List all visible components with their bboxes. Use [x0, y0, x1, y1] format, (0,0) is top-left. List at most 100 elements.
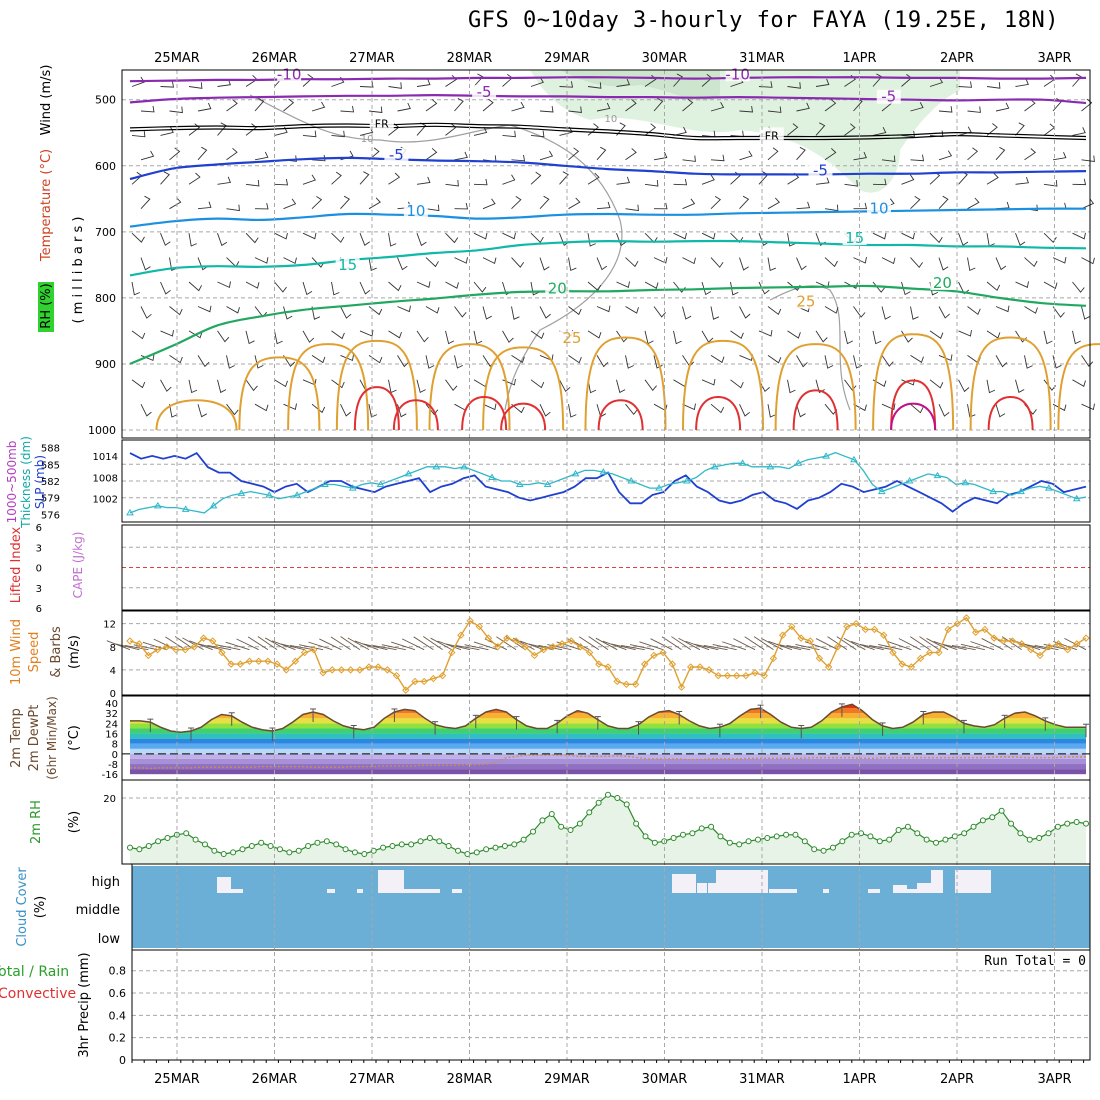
wind-barb [682, 403, 696, 411]
wind-barb [701, 330, 714, 343]
wind-speed-marker [696, 663, 704, 671]
surface-wind-barb [189, 640, 213, 651]
wind-speed-marker [1063, 645, 1072, 654]
wind-speed-marker [392, 671, 401, 680]
surface-wind-barb [1025, 643, 1050, 651]
temp-band [130, 753, 1086, 759]
rh-marker [876, 838, 883, 845]
wind-barb [1015, 233, 1026, 246]
wind-barb [730, 281, 739, 296]
contour-label-bg [369, 115, 394, 130]
rh-marker [895, 827, 902, 833]
wind-barb [787, 330, 801, 339]
isotherm-line [129, 125, 1087, 141]
thickness-line [129, 451, 1087, 513]
wind-barb [482, 98, 494, 112]
wind-speed-marker [907, 663, 916, 671]
wind-speed-marker [585, 648, 594, 657]
surface-wind-barb [1064, 637, 1087, 651]
wind-barb [274, 330, 283, 345]
wind-barb [1043, 379, 1057, 391]
rh-marker [248, 843, 255, 849]
wind-barb [340, 404, 352, 417]
wind-barb [397, 257, 408, 271]
li-tick-label: 3 [36, 543, 42, 554]
wind-speed-marker [236, 660, 245, 668]
wind-barb [568, 404, 577, 418]
wind-barb [340, 195, 351, 210]
axis-label-rh: RH (%) [39, 283, 54, 328]
wind-barb [701, 232, 716, 240]
rh-area [130, 794, 1086, 864]
rh-marker [708, 823, 715, 830]
wind-barb [958, 171, 968, 185]
wind-barb [568, 257, 577, 272]
contour-label-bg [559, 330, 584, 345]
surface-wind-barb [264, 637, 287, 651]
surface-wind-barb [933, 641, 958, 651]
panel-frame [131, 949, 1091, 1061]
wind-barb [473, 178, 488, 186]
wind-speed-marker [751, 669, 759, 677]
wind-barb [188, 379, 198, 394]
wind-barb [901, 281, 911, 296]
surface-wind-barb [496, 636, 517, 651]
wind-tick-label: 12 [103, 620, 116, 631]
surface-wind-barb [401, 638, 425, 651]
wind-barb [739, 354, 753, 362]
date-label-top: 31MAR [739, 51, 785, 66]
wind-barb [958, 233, 969, 246]
run-total-label: Run Total = 0 [984, 954, 1086, 969]
slp-line [129, 451, 1087, 514]
wind-barb [340, 354, 354, 362]
wind-barb [283, 257, 297, 265]
wind-barb [473, 126, 488, 136]
wind-barb [445, 330, 455, 345]
slp-marker [877, 487, 886, 495]
rh-marker [436, 838, 443, 845]
rh-marker [576, 820, 583, 827]
wind-barb [1015, 281, 1029, 288]
wind-speed-marker [843, 622, 851, 631]
temp-band [130, 748, 1086, 754]
wind-speed-marker [300, 648, 309, 657]
wind-speed-marker [365, 663, 373, 671]
temp-line [130, 703, 1086, 734]
precip-tick-label: 0.8 [109, 965, 127, 978]
wind-barb [530, 379, 545, 389]
wind-barb [995, 201, 1010, 210]
slp-marker [1044, 484, 1053, 491]
wind-barb [739, 257, 749, 271]
isotherm-label: -5 [813, 162, 828, 180]
wind-barb [254, 98, 265, 112]
wind-barb [815, 330, 828, 343]
date-label-top: 28MAR [447, 51, 493, 66]
wind-barb [388, 82, 402, 89]
wind-speed-marker [484, 634, 493, 642]
wind-speed-marker [448, 648, 456, 657]
surface-wind-barb [588, 636, 609, 651]
wind-speed-marker [521, 643, 529, 651]
rh-marker [820, 847, 827, 854]
isotherm-label: FR [765, 129, 779, 142]
rh-marker [754, 836, 761, 843]
wind-barb [938, 106, 953, 113]
surface-wind-barb [970, 641, 995, 651]
wind-speed-marker [549, 643, 557, 651]
wind-barb [311, 403, 326, 414]
rh-marker [473, 849, 480, 856]
wind-barb [938, 257, 949, 271]
wind-barb [502, 232, 516, 240]
wind-barb [938, 150, 953, 161]
rh-marker [726, 839, 733, 846]
rh-marker [867, 833, 874, 840]
temp-band [130, 743, 1086, 749]
wind-tick-label: 0 [110, 689, 116, 700]
cloud-cover-area [132, 866, 1090, 948]
surface-wind-barb [391, 641, 416, 651]
rh-shaded-region [530, 70, 960, 193]
wind-barb [568, 147, 580, 161]
surface-wind-barb [216, 644, 241, 651]
wind-barb [853, 403, 867, 412]
